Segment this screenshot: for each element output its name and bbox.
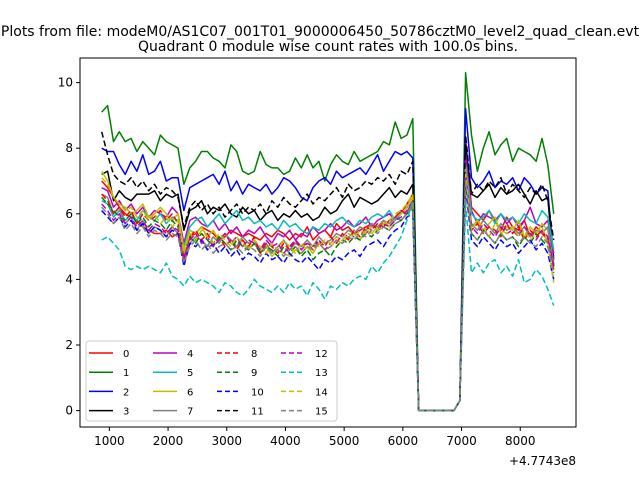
legend-label-1: 1 <box>123 368 129 379</box>
legend-label-12: 12 <box>315 349 328 360</box>
legend-label-7: 7 <box>187 407 193 418</box>
legend-label-2: 2 <box>123 387 129 398</box>
x-tick-label: 7000 <box>446 434 477 448</box>
legend-label-3: 3 <box>123 407 129 418</box>
legend-frame <box>85 340 338 422</box>
series-line-9 <box>101 180 555 412</box>
legend-label-6: 6 <box>187 387 193 398</box>
y-tick-label: 8 <box>65 141 73 155</box>
legend-label-9: 9 <box>251 368 257 379</box>
y-axis: 0 2 4 6 8 10 <box>58 76 80 418</box>
series-line-5 <box>101 163 555 412</box>
series-line-13 <box>101 199 555 412</box>
legend-label-14: 14 <box>315 387 328 398</box>
series-line-0 <box>101 137 555 412</box>
legend-label-5: 5 <box>187 368 193 379</box>
legend-label-8: 8 <box>251 349 257 360</box>
y-tick-label: 0 <box>65 404 73 418</box>
chart-title: Quadrant 0 module wise count rates with … <box>138 39 518 55</box>
x-offset-text: +4.7743e8 <box>509 454 576 468</box>
legend-label-15: 15 <box>315 407 328 418</box>
x-tick-label: 4000 <box>270 434 301 448</box>
x-tick-label: 5000 <box>329 434 360 448</box>
plot-frame <box>79 57 577 428</box>
y-tick-label: 10 <box>58 76 73 90</box>
x-tick-label: 2000 <box>153 434 184 448</box>
legend-label-10: 10 <box>251 387 264 398</box>
x-tick-label: 6000 <box>388 434 419 448</box>
chart-suptitle: Plots from file: modeM0/AS1C07_001T01_90… <box>1 24 640 40</box>
series-line-14 <box>101 173 555 412</box>
series-line-1 <box>101 72 555 412</box>
x-tick-label: 3000 <box>211 434 242 448</box>
series-line-12 <box>101 176 555 412</box>
legend-label-4: 4 <box>187 349 193 360</box>
legend-label-0: 0 <box>123 349 129 360</box>
series-line-2 <box>101 108 555 412</box>
y-tick-label: 6 <box>65 207 73 221</box>
series-layer <box>100 72 555 412</box>
series-line-15 <box>101 180 555 412</box>
series-line-10 <box>101 186 555 412</box>
y-tick-label: 4 <box>65 272 73 286</box>
x-axis: 1000 2000 3000 4000 5000 6000 7000 8000 <box>94 427 536 448</box>
x-tick-label: 8000 <box>505 434 536 448</box>
y-tick-label: 2 <box>65 338 73 352</box>
x-tick-label: 1000 <box>94 434 125 448</box>
series-line-3 <box>101 144 555 412</box>
legend-label-11: 11 <box>251 407 264 418</box>
legend-label-13: 13 <box>315 368 328 379</box>
